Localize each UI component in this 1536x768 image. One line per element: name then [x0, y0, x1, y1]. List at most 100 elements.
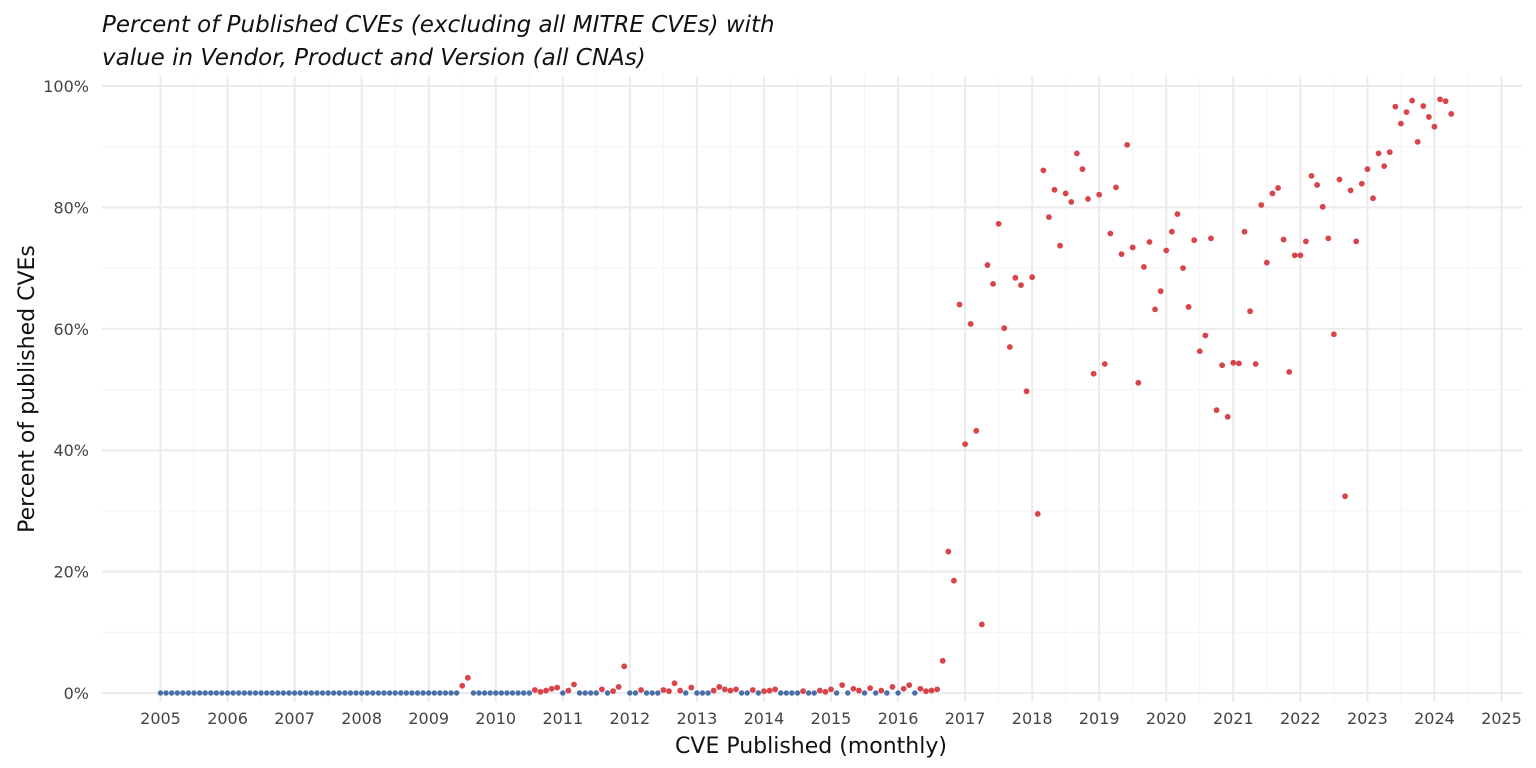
data-point-zero: [241, 690, 248, 696]
data-point-zero: [331, 690, 337, 696]
data-point: [565, 687, 572, 694]
data-point-zero: [308, 690, 315, 696]
data-point: [1409, 97, 1415, 104]
data-point-zero: [208, 690, 214, 696]
data-point: [1375, 150, 1382, 157]
data-point-zero: [426, 690, 432, 696]
data-point: [1286, 369, 1293, 375]
data-point: [1062, 190, 1069, 197]
data-point: [1358, 180, 1365, 187]
data-point-zero: [649, 690, 655, 696]
data-point-zero: [398, 690, 404, 696]
data-point-zero: [453, 690, 460, 696]
y-tick-label: 100%: [43, 77, 89, 96]
data-point-zero: [683, 690, 689, 696]
x-tick-label: 2014: [744, 709, 785, 728]
data-point-zero: [604, 690, 611, 696]
data-point: [766, 687, 773, 694]
data-point: [761, 688, 767, 695]
data-point: [688, 684, 695, 691]
data-point-zero: [196, 690, 203, 696]
data-point: [1079, 166, 1086, 173]
data-point: [1180, 265, 1186, 271]
data-point: [1051, 186, 1058, 193]
data-point-zero: [744, 690, 750, 696]
data-point: [1330, 331, 1337, 338]
data-point-zero: [269, 690, 275, 696]
x-tick-label: 2021: [1213, 709, 1254, 728]
data-point-zero: [627, 690, 633, 696]
data-point-zero: [420, 690, 426, 696]
data-point-zero: [778, 690, 784, 696]
x-tick-label: 2012: [609, 709, 650, 728]
data-point-zero: [280, 690, 287, 696]
data-point: [721, 686, 728, 693]
data-point: [951, 577, 957, 584]
data-point-zero: [157, 690, 164, 696]
data-point: [1448, 111, 1455, 117]
data-point-zero: [476, 690, 482, 696]
data-point-zero: [895, 690, 901, 696]
data-point: [1258, 202, 1265, 208]
data-point-zero: [286, 690, 292, 696]
data-point-zero: [297, 690, 303, 696]
x-tick-label: 2016: [878, 709, 919, 728]
data-point-zero: [448, 690, 454, 696]
data-point: [1012, 274, 1019, 281]
data-point-zero: [833, 690, 840, 696]
data-point: [459, 682, 466, 689]
data-point-zero: [247, 690, 253, 696]
data-point: [621, 663, 628, 670]
chart-title-line2: value in Vendor, Product and Version (al…: [102, 45, 646, 71]
data-point-zero: [560, 690, 566, 696]
data-point: [917, 685, 924, 692]
data-point-zero: [912, 690, 918, 696]
y-tick-label: 40%: [53, 441, 89, 460]
data-point: [531, 687, 538, 693]
data-point-zero: [794, 690, 801, 696]
data-point: [878, 687, 885, 694]
x-tick-label: 2008: [341, 709, 382, 728]
data-point: [571, 681, 577, 688]
axis-ticks: 2005 2006 2007 2008 2009 2010 2011 2012 2013 2014…: [43, 77, 1522, 728]
data-point: [828, 686, 834, 693]
data-points: [157, 96, 1455, 696]
data-point-zero: [632, 690, 639, 696]
data-point: [1219, 362, 1226, 369]
data-point-zero: [414, 690, 421, 696]
data-point-zero: [582, 690, 588, 696]
data-point: [1414, 138, 1421, 145]
data-point-zero: [520, 690, 527, 696]
data-point: [1174, 211, 1181, 217]
data-point: [1118, 251, 1125, 258]
data-point-zero: [738, 690, 745, 696]
x-tick-label: 2013: [677, 709, 718, 728]
data-point-zero: [861, 690, 868, 696]
data-point: [1269, 190, 1276, 197]
data-point: [599, 686, 605, 693]
data-point: [1141, 263, 1147, 270]
data-point-zero: [699, 690, 706, 696]
data-point-zero: [481, 690, 488, 696]
data-point: [1235, 360, 1242, 367]
data-point: [1420, 103, 1427, 109]
data-point-zero: [191, 690, 197, 696]
x-tick-label: 2023: [1347, 709, 1388, 728]
data-point: [772, 686, 779, 693]
data-point-zero: [342, 690, 348, 696]
data-point: [939, 657, 946, 664]
data-point-zero: [509, 690, 516, 696]
data-point: [928, 687, 935, 694]
data-point-zero: [224, 690, 231, 696]
data-point: [638, 687, 644, 693]
data-point-zero: [504, 690, 510, 696]
data-point-zero: [213, 690, 220, 696]
data-point: [1129, 244, 1136, 251]
data-point-zero: [163, 690, 169, 696]
data-point-zero: [358, 690, 365, 696]
data-point: [1040, 167, 1047, 174]
data-point: [543, 687, 549, 694]
data-point: [1386, 149, 1393, 156]
data-point: [1006, 344, 1013, 350]
data-point: [1403, 109, 1410, 115]
